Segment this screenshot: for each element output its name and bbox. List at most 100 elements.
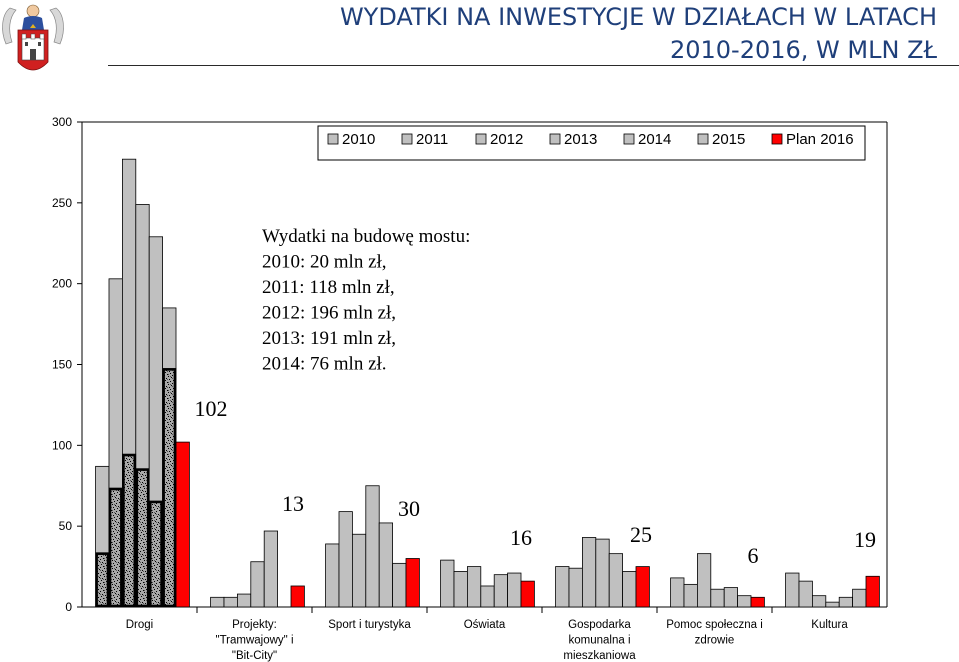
bar-plan-2016-cat-1 — [290, 585, 305, 608]
bar-2014-cat-6 — [838, 596, 854, 608]
legend-label: 2013 — [564, 131, 597, 148]
bar-2010-cat-2 — [325, 543, 340, 608]
bar-2011-cat-1 — [223, 596, 238, 608]
bar-2011-cat-5 — [683, 583, 698, 608]
bar-2013-cat-4 — [595, 538, 610, 608]
bar-2014-cat-4 — [608, 553, 624, 608]
annotation-line: 2013: 191 mln zł, — [262, 328, 396, 349]
bridge-overlay-bar-0 — [95, 552, 110, 608]
bar-2013-cat-1 — [250, 561, 265, 608]
category-label: Gospodarka — [568, 619, 631, 631]
bar-plan-2016-cat-3 — [520, 580, 535, 608]
bridge-overlay-bars — [95, 368, 177, 608]
category-label: zdrowie — [695, 635, 735, 647]
bar-2010-cat-5 — [670, 577, 685, 608]
bar-2011-cat-2 — [338, 511, 353, 608]
bar-2015-cat-5 — [737, 595, 752, 608]
annotation-line: 2014: 76 mln zł. — [262, 354, 387, 375]
bars — [95, 158, 880, 608]
bar-2010-cat-4 — [555, 566, 570, 608]
annotation-line: 2011: 118 mln zł, — [262, 277, 395, 298]
category-label: "Bit-City" — [232, 650, 277, 662]
value-label: 13 — [282, 491, 304, 516]
category-label: Pomoc społeczna i — [666, 619, 763, 631]
bar-2013-cat-3 — [480, 585, 495, 608]
bridge-overlay-bar-5 — [162, 368, 177, 608]
bar-2013-cat-5 — [710, 588, 725, 608]
category-label: Kultura — [811, 619, 848, 631]
value-label: 30 — [398, 496, 420, 521]
legend-label: 2012 — [490, 131, 523, 148]
legend: 2010 2011 2012 2013 2014 2015 Plan 2016 — [317, 125, 866, 161]
bar-2015-cat-3 — [507, 572, 522, 608]
y-tick-label: 250 — [52, 196, 72, 210]
category-label: Sport i turystyka — [328, 619, 411, 631]
title-underline — [108, 65, 959, 66]
bar-2011-cat-6 — [798, 580, 813, 608]
value-labels: 102 13 30 16 25 6 19 — [195, 396, 877, 568]
category-label: Drogi — [126, 619, 153, 631]
bar-2013-cat-2 — [365, 485, 380, 608]
annotation-line: Wydatki na budowę mostu: — [262, 226, 470, 247]
bar-plan-2016-cat-2 — [405, 558, 420, 608]
bar-2012-cat-3 — [466, 566, 482, 608]
bridge-overlay-bar-1 — [108, 487, 123, 608]
page-title-line-2: 2010-2016, W MLN ZŁ — [669, 36, 937, 64]
bar-2012-cat-2 — [351, 533, 367, 608]
legend-label: 2015 — [712, 131, 745, 148]
bar-2011-cat-4 — [568, 567, 583, 608]
legend-swatch — [475, 133, 487, 145]
bar-2012-cat-5 — [697, 553, 712, 608]
y-tick-label: 150 — [52, 358, 72, 372]
category-separators — [196, 607, 773, 613]
bar-2012-cat-6 — [812, 595, 827, 608]
y-axis-ticks: 0 50 100 150 200 250 300 — [52, 115, 82, 614]
bar-2010-cat-3 — [440, 559, 455, 608]
category-label: "Tramwajowy" i — [215, 635, 293, 647]
legend-swatch — [771, 133, 783, 145]
bar-2014-cat-3 — [493, 574, 509, 608]
category-label: Oświata — [464, 619, 506, 631]
bar-2012-cat-4 — [582, 537, 597, 608]
legend-swatch — [623, 133, 635, 145]
y-tick-label: 100 — [52, 438, 72, 452]
y-tick-label: 50 — [59, 519, 73, 533]
bar-2010-cat-1 — [210, 596, 225, 608]
page-title-line-1: WYDATKI NA INWESTYCJE W DZIAŁACH W LATAC… — [339, 3, 937, 31]
bar-2014-cat-2 — [378, 522, 394, 608]
legend-swatch — [327, 133, 339, 145]
legend-swatch — [401, 133, 413, 145]
bar-plan-2016-cat-0 — [175, 441, 190, 608]
category-label: komunalna i — [568, 635, 630, 647]
y-tick-label: 300 — [52, 115, 72, 129]
bar-plan-2016-cat-5 — [750, 596, 765, 608]
category-label: mieszkaniowa — [563, 650, 636, 662]
bar-2015-cat-6 — [852, 588, 867, 608]
value-label: 6 — [748, 543, 759, 568]
legend-label: 2011 — [416, 131, 448, 148]
coat-of-arms-emblem — [2, 4, 64, 71]
value-label: 25 — [630, 522, 652, 547]
bar-plan-2016-cat-6 — [865, 575, 880, 608]
bar-2011-cat-3 — [453, 571, 468, 608]
legend-swatch — [697, 133, 709, 145]
bridge-overlay-bar-4 — [148, 500, 163, 608]
bridge-annotation: Wydatki na budowę mostu: 2010: 20 mln zł,… — [262, 226, 470, 375]
bar-2014-cat-1 — [263, 530, 279, 608]
bar-2012-cat-1 — [236, 593, 252, 608]
y-tick-label: 0 — [65, 600, 72, 614]
bridge-overlay-bar-2 — [122, 453, 137, 608]
y-tick-label: 200 — [52, 277, 72, 291]
bar-2015-cat-4 — [622, 571, 637, 608]
legend-swatch — [549, 133, 561, 145]
bar-2013-cat-6 — [825, 601, 840, 608]
bar-2014-cat-5 — [723, 587, 739, 608]
bar-2010-cat-6 — [785, 572, 800, 608]
annotation-line: 2012: 196 mln zł, — [262, 303, 396, 324]
value-label: 16 — [510, 525, 532, 550]
value-label: 19 — [854, 527, 876, 552]
legend-label: Plan 2016 — [786, 131, 854, 148]
bridge-overlay-bar-3 — [135, 468, 150, 608]
value-label: 102 — [195, 396, 228, 421]
